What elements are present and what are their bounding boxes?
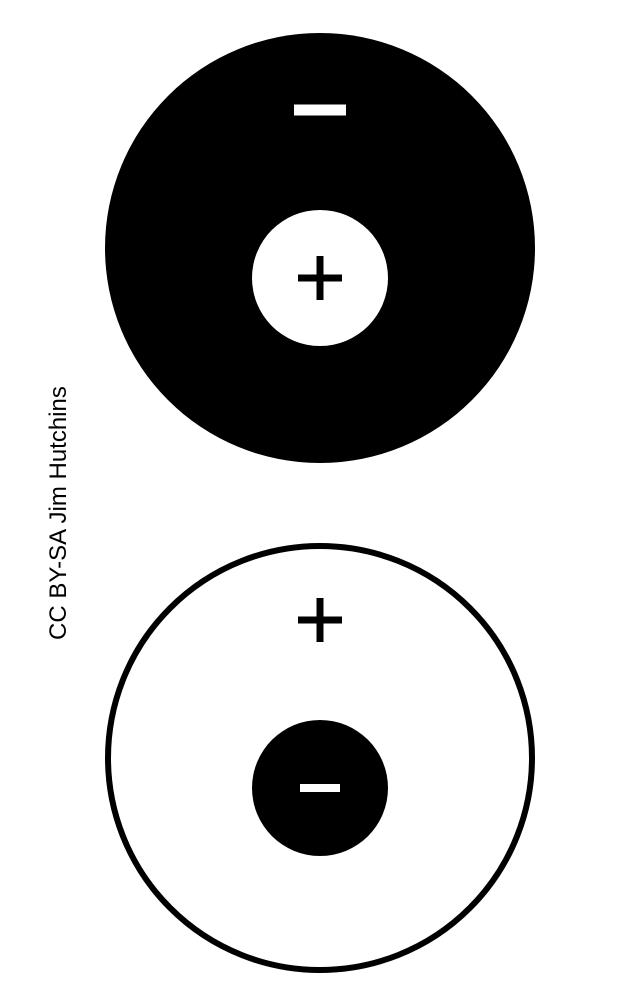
top-minus-icon [294,105,346,116]
receptive-field-diagram [0,0,640,1005]
bottom-minus-icon [300,784,340,792]
